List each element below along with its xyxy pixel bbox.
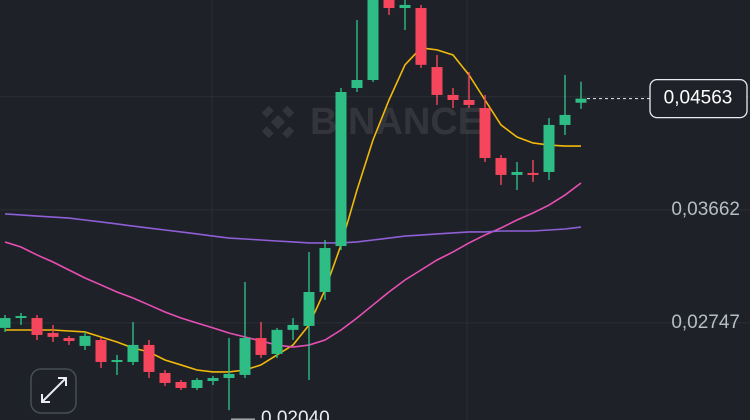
moving-average-line [4, 213, 582, 244]
last-price-box [649, 78, 748, 119]
candle-body [63, 338, 75, 341]
candle-body [239, 338, 251, 375]
moving-average-line [4, 182, 582, 348]
candle-body [399, 4, 411, 9]
candle-body [159, 372, 171, 383]
candle-body [143, 344, 155, 372]
candle-body [431, 67, 443, 95]
candle-body [415, 8, 427, 65]
candle-body [255, 338, 267, 355]
y-tick-label: 0,03662 [671, 199, 740, 220]
expand-icon [41, 377, 67, 403]
candle-body [543, 124, 555, 172]
candle-body [303, 291, 315, 326]
candle-body [271, 329, 283, 354]
candle-body [47, 332, 59, 337]
candle-body [463, 100, 475, 105]
candle-body [575, 98, 587, 103]
candle-body [79, 335, 91, 346]
candle-body [111, 360, 123, 362]
candle-body [335, 91, 347, 247]
candle-body [191, 380, 203, 389]
candle-body [95, 340, 107, 362]
candle-body [367, 0, 379, 80]
candle-body [559, 114, 571, 125]
last-price-label: 0,04563 [664, 88, 733, 109]
candle-body [0, 318, 11, 328]
candle-body [319, 248, 331, 292]
candle-body [127, 344, 139, 362]
low-label: 0,02040 [261, 408, 330, 420]
candle-body [495, 158, 507, 175]
candle-body [207, 378, 219, 381]
expand-button[interactable] [30, 368, 77, 414]
candle-body [511, 171, 523, 175]
candle-body [223, 373, 235, 379]
candle-body [479, 108, 491, 159]
y-tick-label: 0,02747 [671, 312, 740, 333]
candle-body [447, 94, 459, 100]
candle-body [351, 80, 363, 89]
candle-body [31, 318, 43, 335]
candle-body [175, 381, 187, 389]
candle-body [383, 0, 395, 9]
candle-body [527, 172, 539, 175]
candle-body [15, 316, 27, 319]
candle-body [287, 324, 299, 330]
